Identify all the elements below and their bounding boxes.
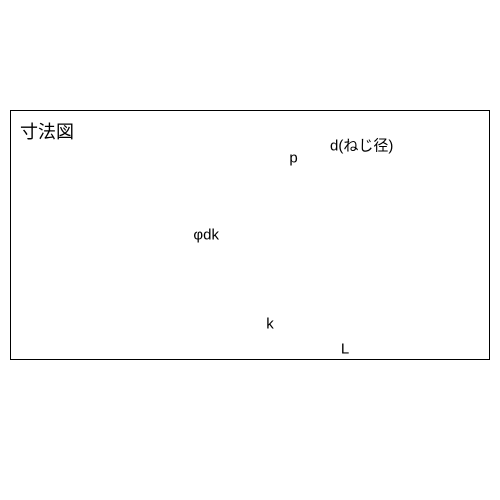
diagram-title: 寸法図 bbox=[20, 118, 74, 144]
label-k: k bbox=[266, 316, 274, 333]
label-L: L bbox=[341, 341, 349, 358]
label-p: p bbox=[289, 150, 297, 167]
label-d: d(ねじ径) bbox=[330, 135, 393, 156]
label-phi-dk: φdk bbox=[193, 227, 219, 244]
diagram-frame bbox=[10, 110, 490, 360]
diagram-canvas: 寸法図 φdk k p d(ねじ径) L bbox=[0, 0, 500, 500]
